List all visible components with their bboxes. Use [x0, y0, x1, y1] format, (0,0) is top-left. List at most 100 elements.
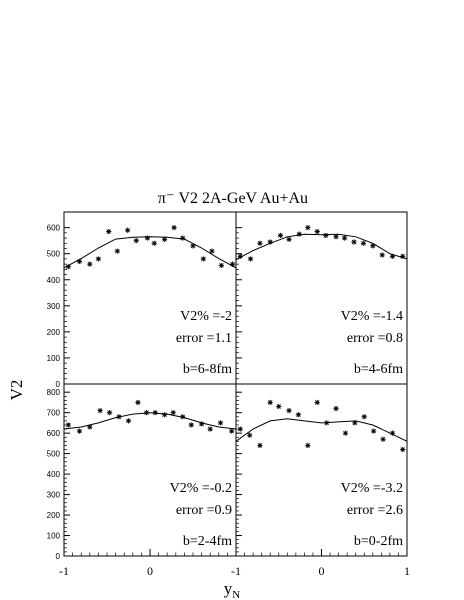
data-point-stroke — [371, 428, 376, 434]
data-point — [276, 403, 282, 410]
x-tick-label: 0 — [147, 564, 153, 578]
data-point — [286, 408, 292, 414]
panel-annotation: error =0.8 — [347, 331, 403, 346]
data-point — [237, 426, 243, 432]
data-point-stroke — [297, 231, 302, 237]
data-point — [152, 410, 158, 416]
data-point — [106, 228, 112, 235]
data-point-stroke — [87, 261, 93, 267]
y-tick-label: 100 — [47, 532, 61, 541]
x-axis-label-sub: N — [232, 589, 240, 600]
y-tick-label: 100 — [47, 354, 61, 363]
data-point — [125, 418, 132, 424]
fit-curve — [63, 412, 237, 430]
data-point-stroke — [229, 428, 234, 434]
data-point-stroke — [207, 426, 213, 432]
fit-curve — [235, 233, 408, 261]
data-point-stroke — [267, 239, 273, 245]
data-point — [190, 243, 196, 249]
data-point — [324, 420, 330, 426]
data-point — [229, 428, 235, 434]
data-point-stroke — [323, 233, 329, 238]
data-point-stroke — [77, 428, 82, 434]
data-point — [125, 227, 131, 233]
data-point — [200, 256, 206, 262]
data-point — [162, 236, 168, 242]
data-point — [229, 261, 236, 267]
data-point-stroke — [125, 227, 130, 233]
data-point-stroke — [380, 437, 386, 442]
data-point — [180, 414, 186, 420]
data-point-stroke — [314, 400, 320, 405]
data-point — [305, 225, 311, 231]
data-point — [65, 264, 71, 270]
data-point — [341, 235, 348, 241]
data-point-stroke — [180, 414, 185, 420]
data-point-stroke — [126, 418, 131, 424]
panel-annotation: b=4-6fm — [354, 362, 403, 377]
data-point — [116, 414, 122, 420]
panel-annotation: error =1.1 — [176, 331, 232, 346]
panel-annotation: error =2.6 — [347, 503, 403, 518]
data-point — [360, 240, 366, 246]
data-point — [218, 262, 224, 269]
data-point-stroke — [162, 237, 167, 242]
y-tick-label: 400 — [47, 276, 61, 285]
data-point — [370, 243, 376, 249]
y-tick-label: 500 — [47, 250, 61, 259]
data-point — [180, 235, 186, 241]
data-point — [400, 253, 406, 259]
data-point-stroke — [305, 443, 311, 448]
data-point-stroke — [170, 410, 176, 415]
panel-annotation: V2% =-0.2 — [170, 481, 232, 496]
panel-frame — [235, 211, 408, 385]
panel-bottom-left: 0 100 200 300 400 500 600 700 800 V2% =-0.2 error … — [47, 383, 237, 561]
y-tick-label: 500 — [47, 450, 61, 459]
data-point — [380, 436, 386, 442]
x-tick-label: 1 — [404, 564, 410, 578]
data-point-stroke — [390, 254, 395, 259]
panel-annotation: V2% =-1.4 — [341, 309, 403, 324]
data-point — [217, 420, 224, 426]
data-point — [143, 410, 150, 416]
data-point-stroke — [96, 256, 101, 262]
figure-title: π⁻ V2 2A-GeV Au+Au — [158, 190, 308, 207]
data-point — [65, 422, 71, 428]
panel-annotation: V2% =-2 — [180, 309, 232, 324]
data-point-stroke — [305, 225, 311, 230]
data-point — [352, 420, 358, 426]
data-point — [257, 442, 263, 449]
data-point-stroke — [352, 420, 358, 426]
data-point — [247, 432, 253, 438]
x-axis-label: yN — [224, 579, 241, 600]
data-point-stroke — [133, 238, 139, 243]
data-point — [133, 238, 139, 244]
data-point — [247, 256, 254, 262]
data-point-stroke — [400, 447, 405, 452]
y-tick-label: 300 — [47, 302, 61, 311]
data-point — [314, 399, 320, 406]
panel-frame — [63, 383, 237, 557]
data-point-stroke — [87, 424, 93, 430]
y-axis-label: V2 — [7, 380, 26, 401]
y-tick-label: 200 — [47, 328, 61, 337]
data-point-stroke — [135, 400, 141, 405]
data-point-stroke — [286, 237, 292, 242]
fit-curve — [235, 418, 408, 442]
data-point — [114, 248, 120, 254]
y-tick-label: 200 — [47, 511, 61, 520]
data-point-stroke — [230, 261, 235, 267]
panel-annotation: b=2-4fm — [183, 534, 232, 549]
data-point-stroke — [238, 254, 243, 259]
data-point-stroke — [286, 408, 292, 413]
data-point-stroke — [66, 264, 71, 269]
data-point — [351, 239, 357, 245]
data-point — [286, 236, 292, 242]
data-point-stroke — [247, 432, 252, 438]
data-point — [207, 426, 213, 432]
data-point-stroke — [379, 252, 385, 258]
data-point-stroke — [77, 259, 82, 264]
data-point — [188, 422, 194, 428]
data-point — [267, 239, 273, 245]
data-point-stroke — [370, 243, 376, 249]
